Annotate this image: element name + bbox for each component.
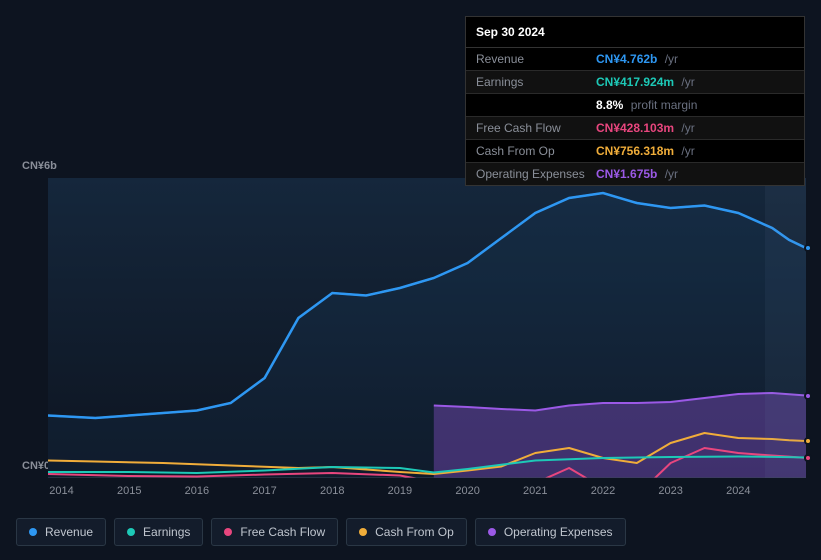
x-axis-tick: 2021 [523, 485, 547, 497]
legend-dot-icon [29, 528, 37, 536]
x-axis-tick: 2020 [455, 485, 479, 497]
x-axis-tick: 2016 [185, 485, 209, 497]
series-marker-revenue [804, 244, 812, 252]
tooltip-date: Sep 30 2024 [466, 17, 804, 48]
legend-dot-icon [359, 528, 367, 536]
legend: Revenue Earnings Free Cash Flow Cash From O… [16, 518, 626, 546]
legend-item-cash-from-op[interactable]: Cash From Op [346, 518, 467, 546]
tooltip-metric-value: CN¥756.318m /yr [596, 144, 695, 158]
legend-label: Cash From Op [375, 525, 454, 539]
y-axis-top-label: CN¥6b [22, 160, 57, 172]
legend-label: Revenue [45, 525, 93, 539]
tooltip-metric-value: CN¥417.924m /yr [596, 75, 695, 89]
tooltip-row: EarningsCN¥417.924m /yr [466, 71, 804, 94]
legend-item-free-cash-flow[interactable]: Free Cash Flow [211, 518, 338, 546]
forecast-highlight-band [765, 178, 806, 478]
tooltip-metric-label [476, 98, 596, 112]
x-axis-tick: 2023 [658, 485, 682, 497]
chart-area[interactable] [48, 178, 806, 478]
data-tooltip: Sep 30 2024 RevenueCN¥4.762b /yrEarnings… [465, 16, 805, 186]
legend-label: Free Cash Flow [240, 525, 325, 539]
x-axis-tick: 2024 [726, 485, 750, 497]
tooltip-row: 8.8% profit margin [466, 94, 804, 117]
tooltip-metric-label: Free Cash Flow [476, 121, 596, 135]
x-axis-tick: 2018 [320, 485, 344, 497]
tooltip-row: Free Cash FlowCN¥428.103m /yr [466, 117, 804, 140]
x-axis-tick: 2019 [388, 485, 412, 497]
tooltip-row: Cash From OpCN¥756.318m /yr [466, 140, 804, 163]
tooltip-metric-value: CN¥1.675b /yr [596, 167, 678, 181]
legend-label: Operating Expenses [504, 525, 613, 539]
legend-dot-icon [127, 528, 135, 536]
tooltip-row: RevenueCN¥4.762b /yr [466, 48, 804, 71]
series-marker-opex [804, 392, 812, 400]
y-axis-bottom-label: CN¥0 [22, 460, 50, 472]
legend-label: Earnings [143, 525, 190, 539]
legend-dot-icon [224, 528, 232, 536]
legend-item-earnings[interactable]: Earnings [114, 518, 203, 546]
line-chart-svg [48, 178, 806, 478]
tooltip-metric-label: Earnings [476, 75, 596, 89]
x-axis-tick: 2017 [252, 485, 276, 497]
series-marker-fcf [804, 454, 812, 462]
tooltip-metric-label: Revenue [476, 52, 596, 66]
legend-item-operating-expenses[interactable]: Operating Expenses [475, 518, 626, 546]
tooltip-metric-value: CN¥428.103m /yr [596, 121, 695, 135]
tooltip-row: Operating ExpensesCN¥1.675b /yr [466, 163, 804, 185]
tooltip-metric-value: CN¥4.762b /yr [596, 52, 678, 66]
x-axis-tick: 2022 [591, 485, 615, 497]
tooltip-metric-label: Operating Expenses [476, 167, 596, 181]
x-axis-tick: 2015 [117, 485, 141, 497]
tooltip-metric-value: 8.8% profit margin [596, 98, 697, 112]
x-axis-tick: 2014 [49, 485, 73, 497]
legend-dot-icon [488, 528, 496, 536]
tooltip-metric-label: Cash From Op [476, 144, 596, 158]
legend-item-revenue[interactable]: Revenue [16, 518, 106, 546]
series-marker-cfo [804, 437, 812, 445]
